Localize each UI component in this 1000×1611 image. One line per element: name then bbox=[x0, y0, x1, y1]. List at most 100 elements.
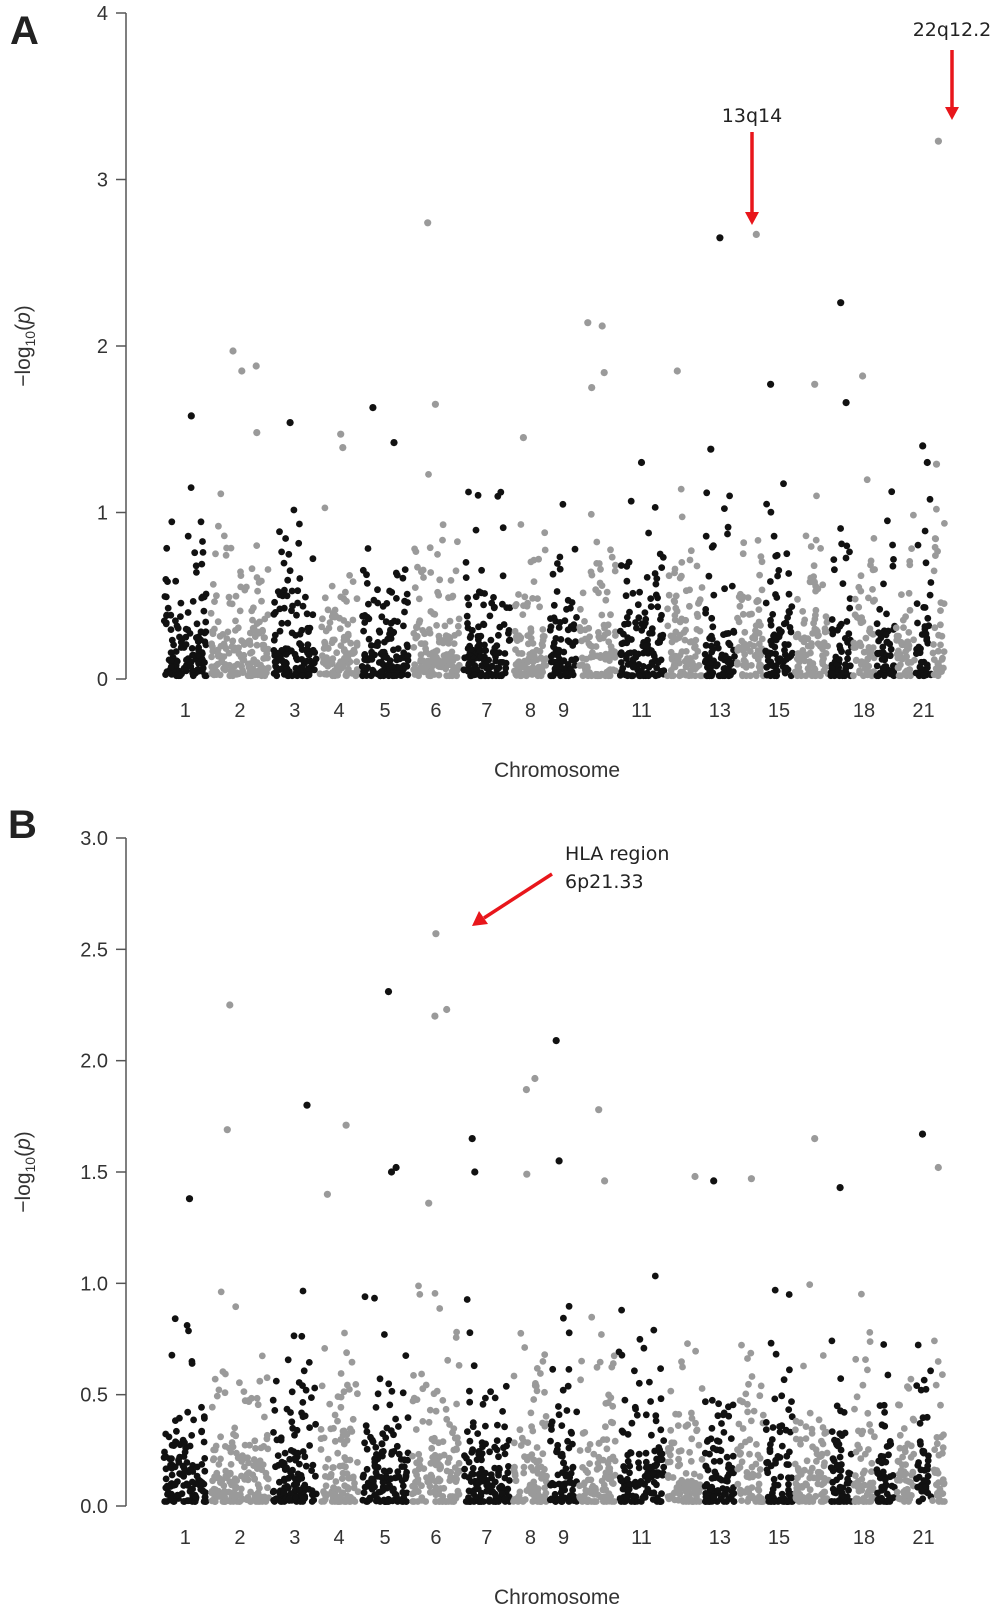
snp-point bbox=[671, 661, 678, 668]
snp-point bbox=[510, 1439, 518, 1447]
snp-point bbox=[264, 1445, 272, 1453]
snp-point bbox=[876, 649, 884, 657]
snp-point bbox=[446, 1421, 453, 1428]
panel-b-y-ticks: 0.00.51.01.52.02.53.0 bbox=[80, 828, 126, 1518]
snp-point bbox=[563, 1407, 571, 1414]
snp-point bbox=[241, 1476, 249, 1483]
snp-point bbox=[806, 1281, 814, 1288]
snp-point bbox=[540, 633, 548, 640]
snp-point bbox=[931, 543, 939, 551]
snp-point bbox=[636, 1335, 644, 1343]
snp-point bbox=[794, 650, 802, 657]
snp-point bbox=[384, 1498, 392, 1505]
snp-point bbox=[512, 671, 520, 678]
snp-point bbox=[493, 664, 501, 672]
snp-point bbox=[695, 662, 703, 669]
snp-point bbox=[301, 1412, 309, 1420]
snp-point bbox=[293, 611, 300, 619]
snp-point bbox=[864, 656, 871, 663]
snp-point bbox=[855, 583, 863, 591]
snp-point bbox=[562, 1465, 570, 1472]
top-snp-point bbox=[919, 442, 927, 450]
snp-point bbox=[449, 663, 457, 671]
snp-point bbox=[659, 668, 667, 676]
snp-point bbox=[254, 1489, 262, 1497]
snp-point bbox=[455, 1459, 463, 1467]
snp-point bbox=[845, 630, 853, 638]
snp-point bbox=[806, 1486, 814, 1494]
snp-point bbox=[213, 1489, 220, 1497]
snp-point bbox=[335, 667, 343, 674]
snp-point bbox=[822, 613, 830, 620]
snp-point bbox=[160, 617, 168, 625]
snp-point bbox=[875, 1457, 883, 1465]
snp-point bbox=[392, 1415, 399, 1423]
snp-point bbox=[923, 1413, 931, 1421]
snp-point bbox=[833, 1402, 841, 1410]
snp-point bbox=[788, 1474, 796, 1482]
snp-point bbox=[577, 627, 584, 635]
top-snp-point bbox=[601, 1177, 609, 1185]
snp-point bbox=[482, 1394, 489, 1402]
snp-point bbox=[163, 544, 171, 552]
snp-point bbox=[334, 1417, 341, 1425]
snp-point bbox=[778, 628, 785, 635]
snp-point bbox=[394, 1468, 402, 1476]
snp-point bbox=[564, 1382, 572, 1390]
snp-point bbox=[555, 1403, 562, 1410]
snp-point bbox=[444, 1459, 452, 1466]
snp-point bbox=[533, 646, 540, 654]
snp-point bbox=[565, 1329, 573, 1337]
snp-point bbox=[922, 630, 930, 638]
snp-point bbox=[792, 633, 800, 641]
snp-point bbox=[716, 1457, 724, 1465]
snp-point bbox=[855, 603, 863, 611]
snp-point bbox=[667, 648, 675, 656]
top-snp-point bbox=[531, 1074, 539, 1083]
snp-point bbox=[381, 638, 388, 646]
snp-point bbox=[742, 1390, 750, 1398]
snp-point bbox=[270, 610, 278, 618]
snp-point bbox=[499, 1408, 506, 1415]
snp-point bbox=[738, 637, 746, 645]
snp-point bbox=[802, 1423, 810, 1430]
snp-point bbox=[564, 626, 572, 634]
snp-point bbox=[641, 609, 649, 616]
snp-point bbox=[441, 622, 449, 630]
snp-point bbox=[427, 1471, 435, 1479]
snp-point bbox=[917, 645, 924, 653]
snp-point bbox=[253, 542, 261, 549]
snp-point bbox=[635, 1464, 643, 1472]
snp-point bbox=[346, 1386, 353, 1393]
snp-point bbox=[691, 672, 699, 680]
snp-point bbox=[633, 624, 640, 632]
snp-point bbox=[739, 1425, 747, 1432]
snp-point bbox=[336, 625, 344, 633]
snp-point bbox=[726, 492, 733, 500]
snp-point bbox=[802, 1498, 810, 1505]
snp-point bbox=[794, 1482, 802, 1490]
snp-point bbox=[272, 668, 280, 676]
snp-point bbox=[884, 638, 891, 646]
snp-point bbox=[617, 659, 625, 666]
snp-point bbox=[565, 1302, 573, 1310]
snp-point bbox=[167, 1495, 174, 1503]
snp-point bbox=[501, 650, 509, 657]
snp-point bbox=[329, 672, 336, 680]
snp-point bbox=[337, 1370, 345, 1377]
snp-point bbox=[195, 646, 203, 654]
snp-point bbox=[284, 1356, 292, 1364]
snp-point bbox=[468, 1470, 476, 1478]
snp-point bbox=[795, 1466, 802, 1474]
snp-point bbox=[635, 1450, 643, 1458]
snp-point bbox=[640, 1344, 648, 1352]
snp-point bbox=[780, 1376, 788, 1384]
snp-point bbox=[813, 627, 821, 635]
snp-point bbox=[682, 648, 690, 655]
snp-point bbox=[671, 569, 678, 577]
snp-point bbox=[804, 635, 812, 643]
snp-point bbox=[162, 1453, 170, 1461]
snp-point bbox=[379, 1486, 387, 1494]
snp-point bbox=[762, 1426, 770, 1433]
snp-point bbox=[830, 1457, 838, 1465]
